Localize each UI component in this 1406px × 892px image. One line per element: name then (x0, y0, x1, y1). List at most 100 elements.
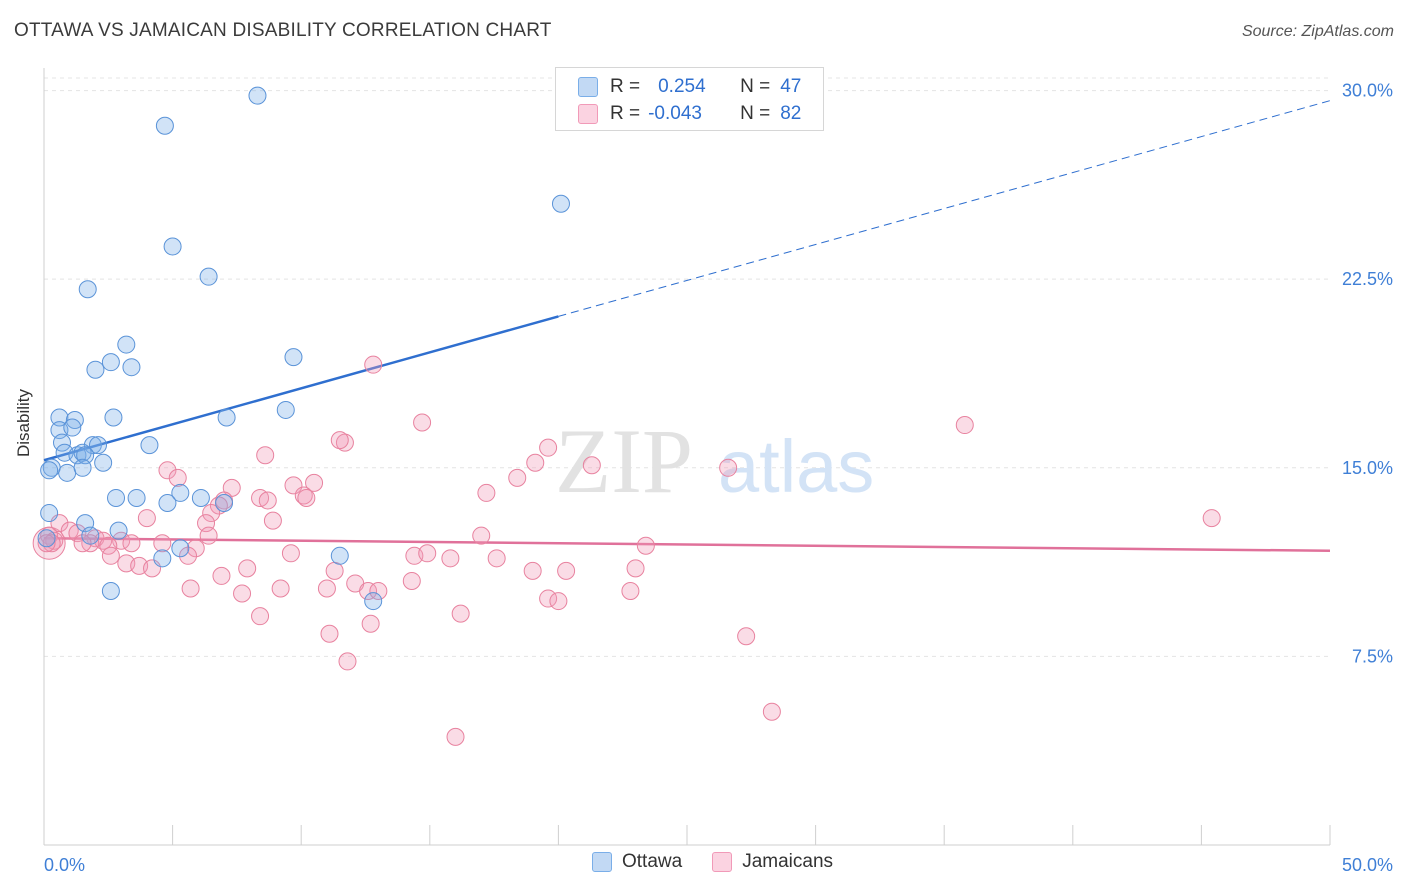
data-point-jamaicans (209, 496, 228, 515)
data-point-ottawa (78, 280, 97, 299)
data-point-ottawa (127, 488, 146, 507)
tick-labels: 7.5% 15.0% 22.5% 30.0% 0.0% 50.0% (44, 81, 1393, 875)
data-point-jamaicans (621, 582, 640, 601)
data-point-jamaicans (281, 544, 300, 563)
x-tick-label: 0.0% (44, 855, 85, 875)
data-point-ottawa (101, 582, 120, 601)
data-point-ottawa (217, 408, 236, 427)
y-tick-label: 7.5% (1352, 646, 1393, 666)
data-point-jamaicans (361, 614, 380, 633)
data-point-jamaicans (153, 534, 172, 553)
data-point-ottawa (276, 400, 295, 419)
data-point-jamaicans (626, 559, 645, 578)
data-point-jamaicans (179, 546, 198, 565)
data-point-ottawa (117, 335, 136, 354)
data-point-jamaicans (359, 582, 378, 601)
data-point-ottawa (101, 353, 120, 372)
x-tick-label: 50.0% (1342, 855, 1393, 875)
data-point-jamaicans (636, 536, 655, 555)
data-point-jamaicans (472, 526, 491, 545)
legend-n-label: N = (740, 103, 771, 124)
data-point-jamaicans (158, 461, 177, 480)
data-point-jamaicans (508, 468, 527, 487)
data-point-ottawa (171, 483, 190, 502)
data-point-ottawa (40, 504, 59, 523)
data-point-jamaicans (168, 468, 187, 487)
legend-swatch-jamaicans (712, 852, 733, 872)
watermark: ZIP atlas (555, 410, 874, 512)
data-point-jamaicans (413, 413, 432, 432)
data-point-ottawa (37, 529, 56, 548)
data-point-ottawa (215, 493, 234, 512)
data-point-jamaicans (202, 504, 221, 523)
data-point-jamaicans (487, 549, 506, 568)
data-point-ottawa (163, 237, 182, 256)
data-point-ottawa (364, 592, 383, 611)
data-point-jamaicans (737, 627, 756, 646)
data-point-ottawa (109, 521, 128, 540)
data-point-ottawa (199, 267, 218, 286)
data-point-ottawa (122, 358, 141, 377)
data-point-ottawa (73, 443, 92, 462)
legend-n-value: 47 (780, 76, 802, 97)
data-point-jamaicans (212, 566, 231, 585)
trend-line-ottawa (43, 315, 559, 462)
y-tick-label: 22.5% (1342, 269, 1393, 289)
chart-title: OTTAWA VS JAMAICAN DISABILITY CORRELATIO… (14, 20, 552, 41)
legend-item-jamaicans[interactable]: Jamaicans (712, 851, 833, 873)
data-point-jamaicans (256, 446, 275, 465)
watermark-zip: ZIP (555, 410, 693, 512)
data-point-ottawa (158, 493, 177, 512)
data-point-ottawa (83, 436, 102, 455)
data-point-jamaicans (582, 456, 601, 475)
data-point-jamaicans (181, 579, 200, 598)
data-point-jamaicans (37, 534, 56, 553)
data-point-ottawa (284, 348, 303, 367)
gridlines (44, 77, 1330, 657)
legend-label-ottawa: Ottawa (622, 851, 683, 872)
data-point-ottawa (191, 488, 210, 507)
data-point-ottawa (171, 539, 190, 558)
data-point-ottawa (50, 408, 69, 427)
data-point-jamaicans (263, 511, 282, 530)
legend-swatch-ottawa (578, 77, 598, 97)
data-point-jamaicans (719, 458, 738, 477)
data-point-ottawa (63, 418, 82, 437)
data-point-ottawa (107, 488, 126, 507)
data-point-ottawa (81, 526, 100, 545)
data-point-jamaicans (238, 559, 257, 578)
data-point-jamaicans (364, 355, 383, 374)
data-point-jamaicans (320, 624, 339, 643)
y-tick-label: 30.0% (1342, 81, 1393, 101)
data-point-ottawa (40, 461, 59, 480)
legend-r-value: -0.043 (648, 103, 702, 124)
data-point-ottawa (153, 549, 172, 568)
data-point-jamaicans (258, 491, 277, 510)
data-point-jamaicans (305, 473, 324, 492)
data-point-ottawa (104, 408, 123, 427)
data-point-jamaicans (549, 592, 568, 611)
axes (43, 68, 1331, 846)
data-point-jamaicans (477, 483, 496, 502)
data-point-ottawa (65, 411, 84, 430)
data-point-jamaicans (271, 579, 290, 598)
data-point-jamaicans (539, 438, 558, 457)
data-point-jamaicans (81, 534, 100, 553)
data-point-ottawa (330, 546, 349, 565)
data-point-jamaicans (101, 546, 120, 565)
data-points (32, 86, 1221, 746)
data-point-jamaicans (441, 549, 460, 568)
legend-n-label: N = (740, 76, 771, 97)
data-point-jamaicans (402, 571, 421, 590)
stats-legend: R = 0.254 N = 47 R = -0.043 N = 82 (555, 67, 824, 131)
data-point-jamaicans (369, 582, 388, 601)
data-point-jamaicans (73, 534, 92, 553)
data-point-ottawa (86, 360, 105, 379)
data-point-jamaicans (955, 416, 974, 435)
data-point-jamaicans (451, 604, 470, 623)
data-point-ottawa (94, 453, 113, 472)
legend-item-ottawa[interactable]: Ottawa (592, 851, 682, 873)
legend-r-label: R = (610, 103, 641, 124)
data-point-ottawa (89, 436, 108, 455)
